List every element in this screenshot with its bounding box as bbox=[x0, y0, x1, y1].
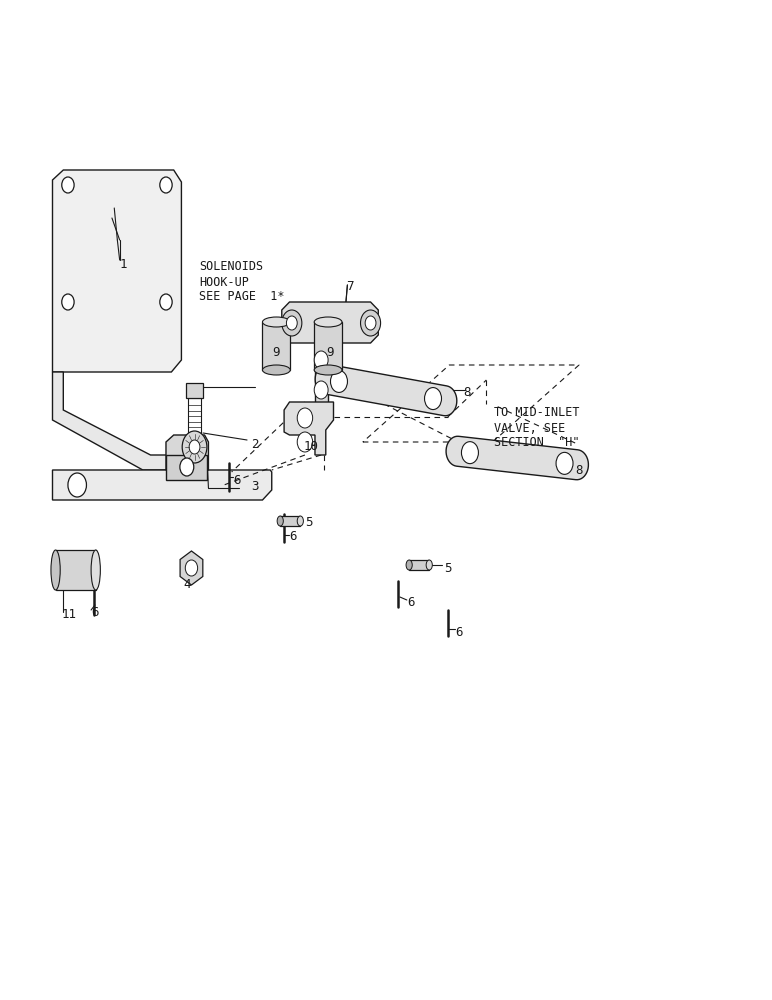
Circle shape bbox=[330, 370, 347, 392]
Polygon shape bbox=[280, 516, 300, 526]
Polygon shape bbox=[446, 436, 588, 480]
Polygon shape bbox=[315, 364, 457, 416]
Polygon shape bbox=[284, 402, 334, 455]
Polygon shape bbox=[52, 372, 178, 470]
Text: 3: 3 bbox=[251, 481, 259, 493]
Ellipse shape bbox=[51, 550, 60, 590]
Text: SOLENOIDS
HOOK-UP
SEE PAGE  1*: SOLENOIDS HOOK-UP SEE PAGE 1* bbox=[199, 260, 285, 304]
Ellipse shape bbox=[277, 516, 283, 526]
Circle shape bbox=[297, 408, 313, 428]
Circle shape bbox=[62, 177, 74, 193]
Circle shape bbox=[462, 442, 479, 464]
Polygon shape bbox=[282, 302, 378, 343]
Circle shape bbox=[160, 177, 172, 193]
Text: 6: 6 bbox=[455, 626, 463, 639]
Circle shape bbox=[185, 560, 198, 576]
Ellipse shape bbox=[91, 550, 100, 590]
Text: 8: 8 bbox=[575, 464, 583, 477]
Text: 2: 2 bbox=[251, 438, 259, 452]
Circle shape bbox=[68, 473, 86, 497]
Circle shape bbox=[556, 452, 573, 474]
Polygon shape bbox=[52, 170, 181, 372]
Text: 5: 5 bbox=[444, 562, 452, 574]
Text: 7: 7 bbox=[346, 280, 354, 294]
Circle shape bbox=[62, 294, 74, 310]
Polygon shape bbox=[180, 551, 203, 585]
Ellipse shape bbox=[262, 317, 290, 327]
Text: TO MID-INLET
VALVE, SEE
SECTION  "H": TO MID-INLET VALVE, SEE SECTION "H" bbox=[494, 406, 580, 450]
Circle shape bbox=[425, 388, 442, 410]
Text: 8: 8 bbox=[463, 385, 471, 398]
Circle shape bbox=[314, 381, 328, 399]
Circle shape bbox=[286, 316, 297, 330]
Text: 9: 9 bbox=[273, 346, 280, 359]
Ellipse shape bbox=[406, 560, 412, 570]
Polygon shape bbox=[409, 560, 429, 570]
Polygon shape bbox=[315, 343, 328, 425]
Ellipse shape bbox=[426, 560, 432, 570]
FancyBboxPatch shape bbox=[186, 383, 203, 398]
Text: 6: 6 bbox=[290, 530, 297, 542]
Polygon shape bbox=[56, 550, 96, 590]
Circle shape bbox=[282, 310, 302, 336]
Circle shape bbox=[160, 294, 172, 310]
Polygon shape bbox=[262, 322, 290, 370]
Text: 10: 10 bbox=[303, 440, 318, 454]
Ellipse shape bbox=[262, 365, 290, 375]
Text: 6: 6 bbox=[91, 605, 99, 618]
Circle shape bbox=[314, 351, 328, 369]
Text: 6: 6 bbox=[407, 596, 415, 609]
Polygon shape bbox=[166, 455, 207, 480]
Circle shape bbox=[189, 440, 200, 454]
Circle shape bbox=[365, 316, 376, 330]
Ellipse shape bbox=[314, 365, 342, 375]
Ellipse shape bbox=[297, 516, 303, 526]
Text: 9: 9 bbox=[326, 346, 334, 359]
Circle shape bbox=[182, 431, 207, 463]
Circle shape bbox=[180, 458, 194, 476]
Ellipse shape bbox=[314, 317, 342, 327]
Text: 1: 1 bbox=[120, 258, 127, 271]
Circle shape bbox=[361, 310, 381, 336]
Text: 5: 5 bbox=[305, 516, 313, 528]
Text: 4: 4 bbox=[184, 578, 191, 591]
Text: 6: 6 bbox=[233, 474, 241, 487]
Text: 11: 11 bbox=[62, 608, 76, 621]
Polygon shape bbox=[52, 470, 272, 500]
Polygon shape bbox=[314, 322, 342, 370]
Polygon shape bbox=[166, 435, 208, 470]
Circle shape bbox=[297, 432, 313, 452]
